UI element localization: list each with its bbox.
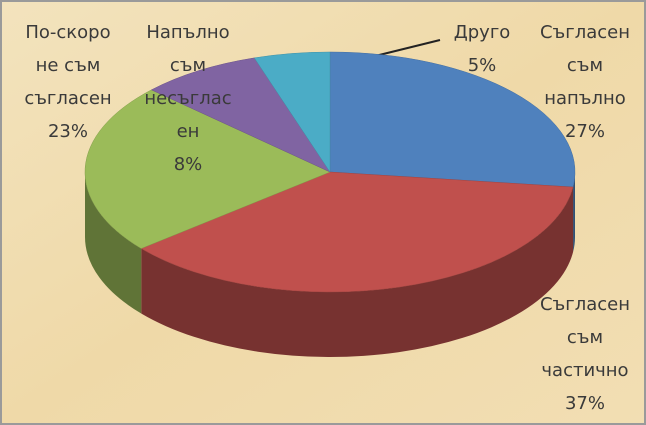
- label-line: съм: [567, 55, 603, 76]
- label-line: не съм: [36, 55, 101, 76]
- label-line: Напълно: [146, 22, 229, 43]
- category-label: Съгласен съм частично: [540, 294, 630, 381]
- pie-slice: [84, 89, 331, 249]
- pie-side: [85, 172, 142, 314]
- pie-slice: [150, 57, 331, 173]
- pie-slice: [253, 51, 331, 173]
- pie-side: [141, 187, 574, 357]
- pie-slice: [140, 171, 574, 293]
- value-label: 37%: [565, 393, 605, 414]
- category-label: Съгласен съм напълно: [540, 22, 630, 109]
- value-label: 27%: [565, 121, 605, 142]
- value-label: 5%: [468, 55, 497, 76]
- label-line: съм: [170, 55, 206, 76]
- label-line: съм: [567, 327, 603, 348]
- label-line: напълно: [544, 88, 626, 109]
- pie-slice: [329, 51, 576, 188]
- category-label: Напълно съм несъглас ен: [144, 22, 231, 142]
- label-line: Съгласен: [540, 294, 630, 315]
- label-line: съгласен: [24, 88, 111, 109]
- category-label: Друго: [454, 22, 511, 43]
- label-line: По-скоро: [25, 22, 110, 43]
- value-label: 23%: [48, 121, 88, 142]
- label-line: Съгласен: [540, 22, 630, 43]
- label-line: Друго: [454, 22, 511, 43]
- pie-side: [573, 172, 575, 253]
- category-label: По-скоро не съм съгласен: [24, 22, 111, 109]
- value-label: 8%: [174, 154, 203, 175]
- label-line: ен: [177, 121, 200, 142]
- label-line: частично: [541, 360, 628, 381]
- label-line: несъглас: [144, 88, 231, 109]
